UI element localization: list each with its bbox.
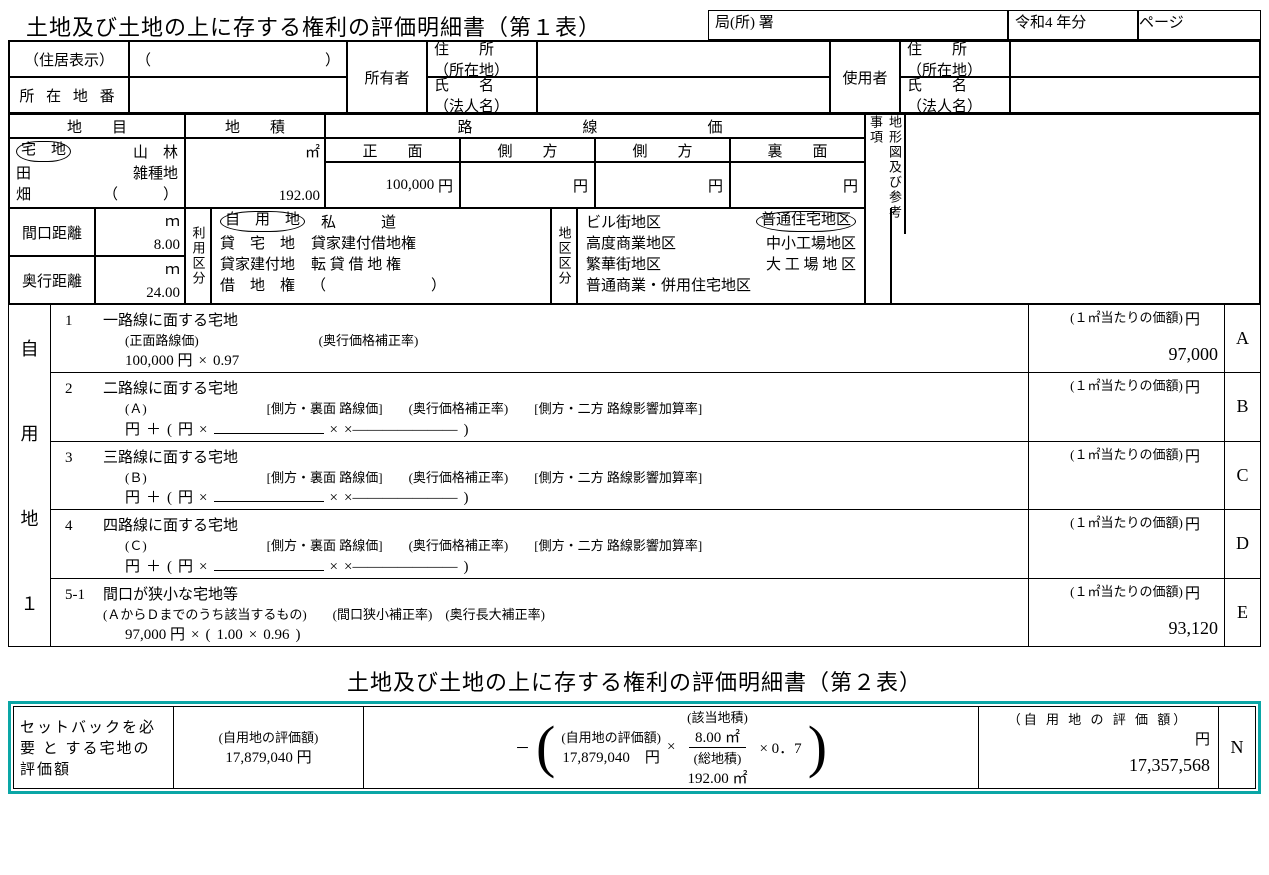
form-title-1: 土地及び土地の上に存する権利の評価明細書（第１表） — [8, 10, 708, 40]
block-setback-wrap: セットバックを必 要 と する宅地の評価額 (自用地の評価額) 17,879,0… — [8, 701, 1261, 794]
val-ura: 円 — [730, 162, 865, 208]
block-landcat: 地 目 地 積 路 線 価 地形図及び参考事項 宅 地山 林 田雑種地 畑（ ）… — [8, 114, 1261, 304]
hdr-ura: 裏 面 — [730, 138, 865, 162]
year-r: 年分 — [1056, 15, 1086, 31]
val-shomen: 100,000 円 — [325, 162, 460, 208]
block-calc: 自 用 地 １ 1一路線に面する宅地(正面路線価)(奥行価格補正率)100,00… — [8, 304, 1261, 647]
lbl-jukyo: （住居表示） — [9, 41, 129, 77]
lbl-chiku: 地区区分 — [551, 208, 577, 304]
chiku-opts: ビル街地区普通住宅地区 高度商業地区中小工場地区 繁華街地区大 工 場 地 区 … — [577, 208, 865, 304]
setback-label: セットバックを必 要 と する宅地の評価額 — [14, 707, 174, 788]
val-user-name — [1010, 77, 1260, 113]
paren-r: ） — [325, 49, 340, 70]
val-jukyo: （ ） — [129, 41, 347, 77]
lbl-maguchi: 間口距離 — [9, 208, 95, 256]
kyoku-r: 署 — [759, 15, 774, 31]
opt-hata: 畑 — [16, 183, 31, 204]
hdr-rosen: 路 線 価 — [325, 114, 865, 138]
top-kyoku: 局(所) 署 — [708, 10, 1008, 40]
setback-formula: － ( (自用地の評価額) 17,879,040 円 × (該当地積) 8.00… — [364, 707, 979, 788]
paren-open-icon: ( — [536, 724, 555, 770]
val-okuyuki: ｍ24.00 — [95, 256, 185, 304]
calc-row: 1一路線に面する宅地(正面路線価)(奥行価格補正率)100,000 円×0.97… — [51, 305, 1260, 373]
paren-l: （ — [136, 49, 151, 70]
hdr-chimoku: 地 目 — [9, 114, 185, 138]
val-area: 192.00 — [279, 188, 320, 205]
top-strip: 土地及び土地の上に存する権利の評価明細書（第１表） 局(所) 署 令和4 年分 … — [8, 10, 1261, 40]
opt-sanrin: 山 林 — [133, 141, 178, 162]
setback-v1: (自用地の評価額) 17,879,040 円 — [174, 707, 364, 788]
chimoku-opts: 宅 地 山 林 田 雑種地 畑 （ ） — [9, 138, 185, 208]
val-maguchi: ｍ8.00 — [95, 208, 185, 256]
lbl-riyo: 利用区分 — [185, 208, 211, 304]
setback-result: （自 用 地 の 評 価 額） 円 17,357,568 — [979, 707, 1219, 788]
block-setback: セットバックを必 要 と する宅地の評価額 (自用地の評価額) 17,879,0… — [13, 706, 1256, 789]
top-page: ページ — [1138, 10, 1261, 40]
val-soku2: 円 — [595, 162, 730, 208]
area-cell: ㎡ 192.00 — [185, 138, 325, 208]
lbl-shimei: 氏 名 （法人名） — [427, 77, 537, 113]
side-label: 自 用 地 １ — [9, 305, 51, 646]
block-address-owner: （住居表示） （ ） 所有者 住 所 （所在地） 使用者 住 所 （所在地） 所… — [8, 40, 1261, 114]
form-title-2: 土地及び土地の上に存する権利の評価明細書（第２表） — [8, 665, 1261, 697]
hdr-soku2: 側 方 — [595, 138, 730, 162]
hdr-shomen: 正 面 — [325, 138, 460, 162]
unit-m2: ㎡ — [305, 141, 320, 162]
lbl-user-jusho: 住 所 （所在地） — [900, 41, 1010, 77]
val-shozai — [129, 77, 347, 113]
opt-ta: 田 — [16, 162, 31, 183]
lbl-jusho: 住 所 （所在地） — [427, 41, 537, 77]
top-year: 令和4 年分 — [1008, 10, 1138, 40]
lbl-user-shimei: 氏 名 （法人名） — [900, 77, 1010, 113]
riyo-opts: 自 用 地私 道 貸 宅 地貸家建付借地権 貸家建付地転 貸 借 地 権 借 地… — [211, 208, 551, 304]
calc-row: 4四路線に面する宅地(Ｃ)[側方・裏面 路線価] (奥行価格補正率) [側方・二… — [51, 510, 1260, 579]
calc-row: 2二路線に面する宅地(Ａ)[側方・裏面 路線価] (奥行価格補正率) [側方・二… — [51, 373, 1260, 442]
year-l: 令和4 — [1015, 15, 1053, 31]
calc-row: 5-1間口が狭小な宅地等(ＡからＤまでのうち該当するもの) (間口狭小補正率) … — [51, 579, 1260, 646]
setback-letter: N — [1219, 707, 1255, 788]
lbl-shozai: 所 在 地 番 — [9, 77, 129, 113]
paren-close-icon: ) — [808, 724, 827, 770]
kyoku-l: 局(所) — [715, 15, 755, 31]
val-owner-addr — [537, 41, 830, 77]
opt-takuchi: 宅 地 — [16, 141, 71, 162]
val-user-addr — [1010, 41, 1260, 77]
val-soku1: 円 — [460, 162, 595, 208]
lbl-okuyuki: 奥行距離 — [9, 256, 95, 304]
hdr-chiseki: 地 積 — [185, 114, 325, 138]
setback-frac: (該当地積) 8.00 ㎡ (総地積) 192.00 ㎡ — [681, 707, 753, 788]
opt-blank: （ ） — [103, 183, 178, 204]
val-owner-name — [537, 77, 830, 113]
hdr-soku1: 側 方 — [460, 138, 595, 162]
calc-row: 3三路線に面する宅地(Ｂ)[側方・裏面 路線価] (奥行価格補正率) [側方・二… — [51, 442, 1260, 511]
opt-zasshu: 雑種地 — [133, 162, 178, 183]
